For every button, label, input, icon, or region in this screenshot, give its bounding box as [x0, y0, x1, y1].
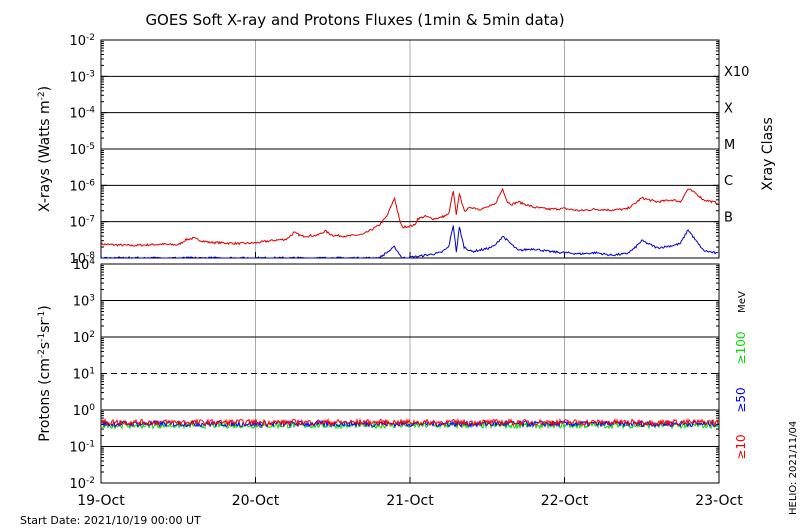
- y-tick-label: 10-2: [69, 476, 95, 492]
- energy-legend-label: ≥100: [734, 332, 748, 365]
- proton-series-p10: [101, 417, 719, 428]
- y-tick-label: 103: [73, 294, 95, 310]
- flare-class-label: C: [724, 174, 733, 189]
- panel-frame: [100, 263, 720, 484]
- x-tick-label: 21-Oct: [386, 493, 434, 509]
- y-tick-label: 10-2: [69, 33, 95, 49]
- y-tick-label: 10-6: [69, 178, 95, 194]
- y-tick-label: 100: [73, 403, 96, 419]
- y-tick-label: 102: [73, 330, 95, 346]
- energy-legend-label: ≥10: [734, 434, 748, 459]
- xray-class-axis-label: Xray Class: [760, 117, 776, 191]
- y-tick-label: 10-5: [69, 142, 95, 158]
- flare-class-label: B: [724, 211, 733, 226]
- proton-panel: 10-2 10-1 100 101 102 103 104 Protons (cm-2s-1s…: [37, 257, 748, 509]
- helio-stamp: HELIO: 2021/11/04: [788, 421, 799, 515]
- proton-axis-label: Protons (cm-2s-1sr-1): [37, 305, 53, 441]
- y-tick-label: 10-7: [69, 215, 95, 231]
- y-tick-label: 10-3: [69, 69, 95, 85]
- xray-short-series: [100, 225, 719, 259]
- x-tick-label: 19-Oct: [77, 493, 125, 509]
- energy-unit-label: MeV: [737, 291, 748, 313]
- y-tick-label: 104: [73, 257, 96, 273]
- panel-frame: [100, 39, 720, 259]
- chart-title: GOES Soft X-ray and Protons Fluxes (1min…: [145, 11, 564, 29]
- x-tick-label: 20-Oct: [232, 493, 280, 509]
- y-tick-label: 10-4: [69, 106, 95, 122]
- energy-legend-label: ≥50: [734, 387, 748, 412]
- xray-long-series: [100, 187, 719, 247]
- y-tick-label: 101: [73, 367, 95, 383]
- flare-class-label: X: [724, 102, 733, 117]
- start-date-label: Start Date: 2021/10/19 00:00 UT: [20, 514, 201, 527]
- x-tick-label: 23-Oct: [695, 493, 743, 509]
- y-tick-label: 10-1: [69, 440, 95, 456]
- x-tick-label: 22-Oct: [541, 493, 589, 509]
- y-tick-label: 10-8: [69, 251, 95, 267]
- xray-panel: 10-8 10-7 10-6 10-5 10-4 10-3 10-2 X-rays (Watt…: [37, 33, 776, 267]
- flare-class-label: M: [724, 138, 735, 153]
- xray-axis-label: X-rays (Watts m-2): [37, 86, 53, 212]
- flare-class-label: X10: [724, 65, 749, 80]
